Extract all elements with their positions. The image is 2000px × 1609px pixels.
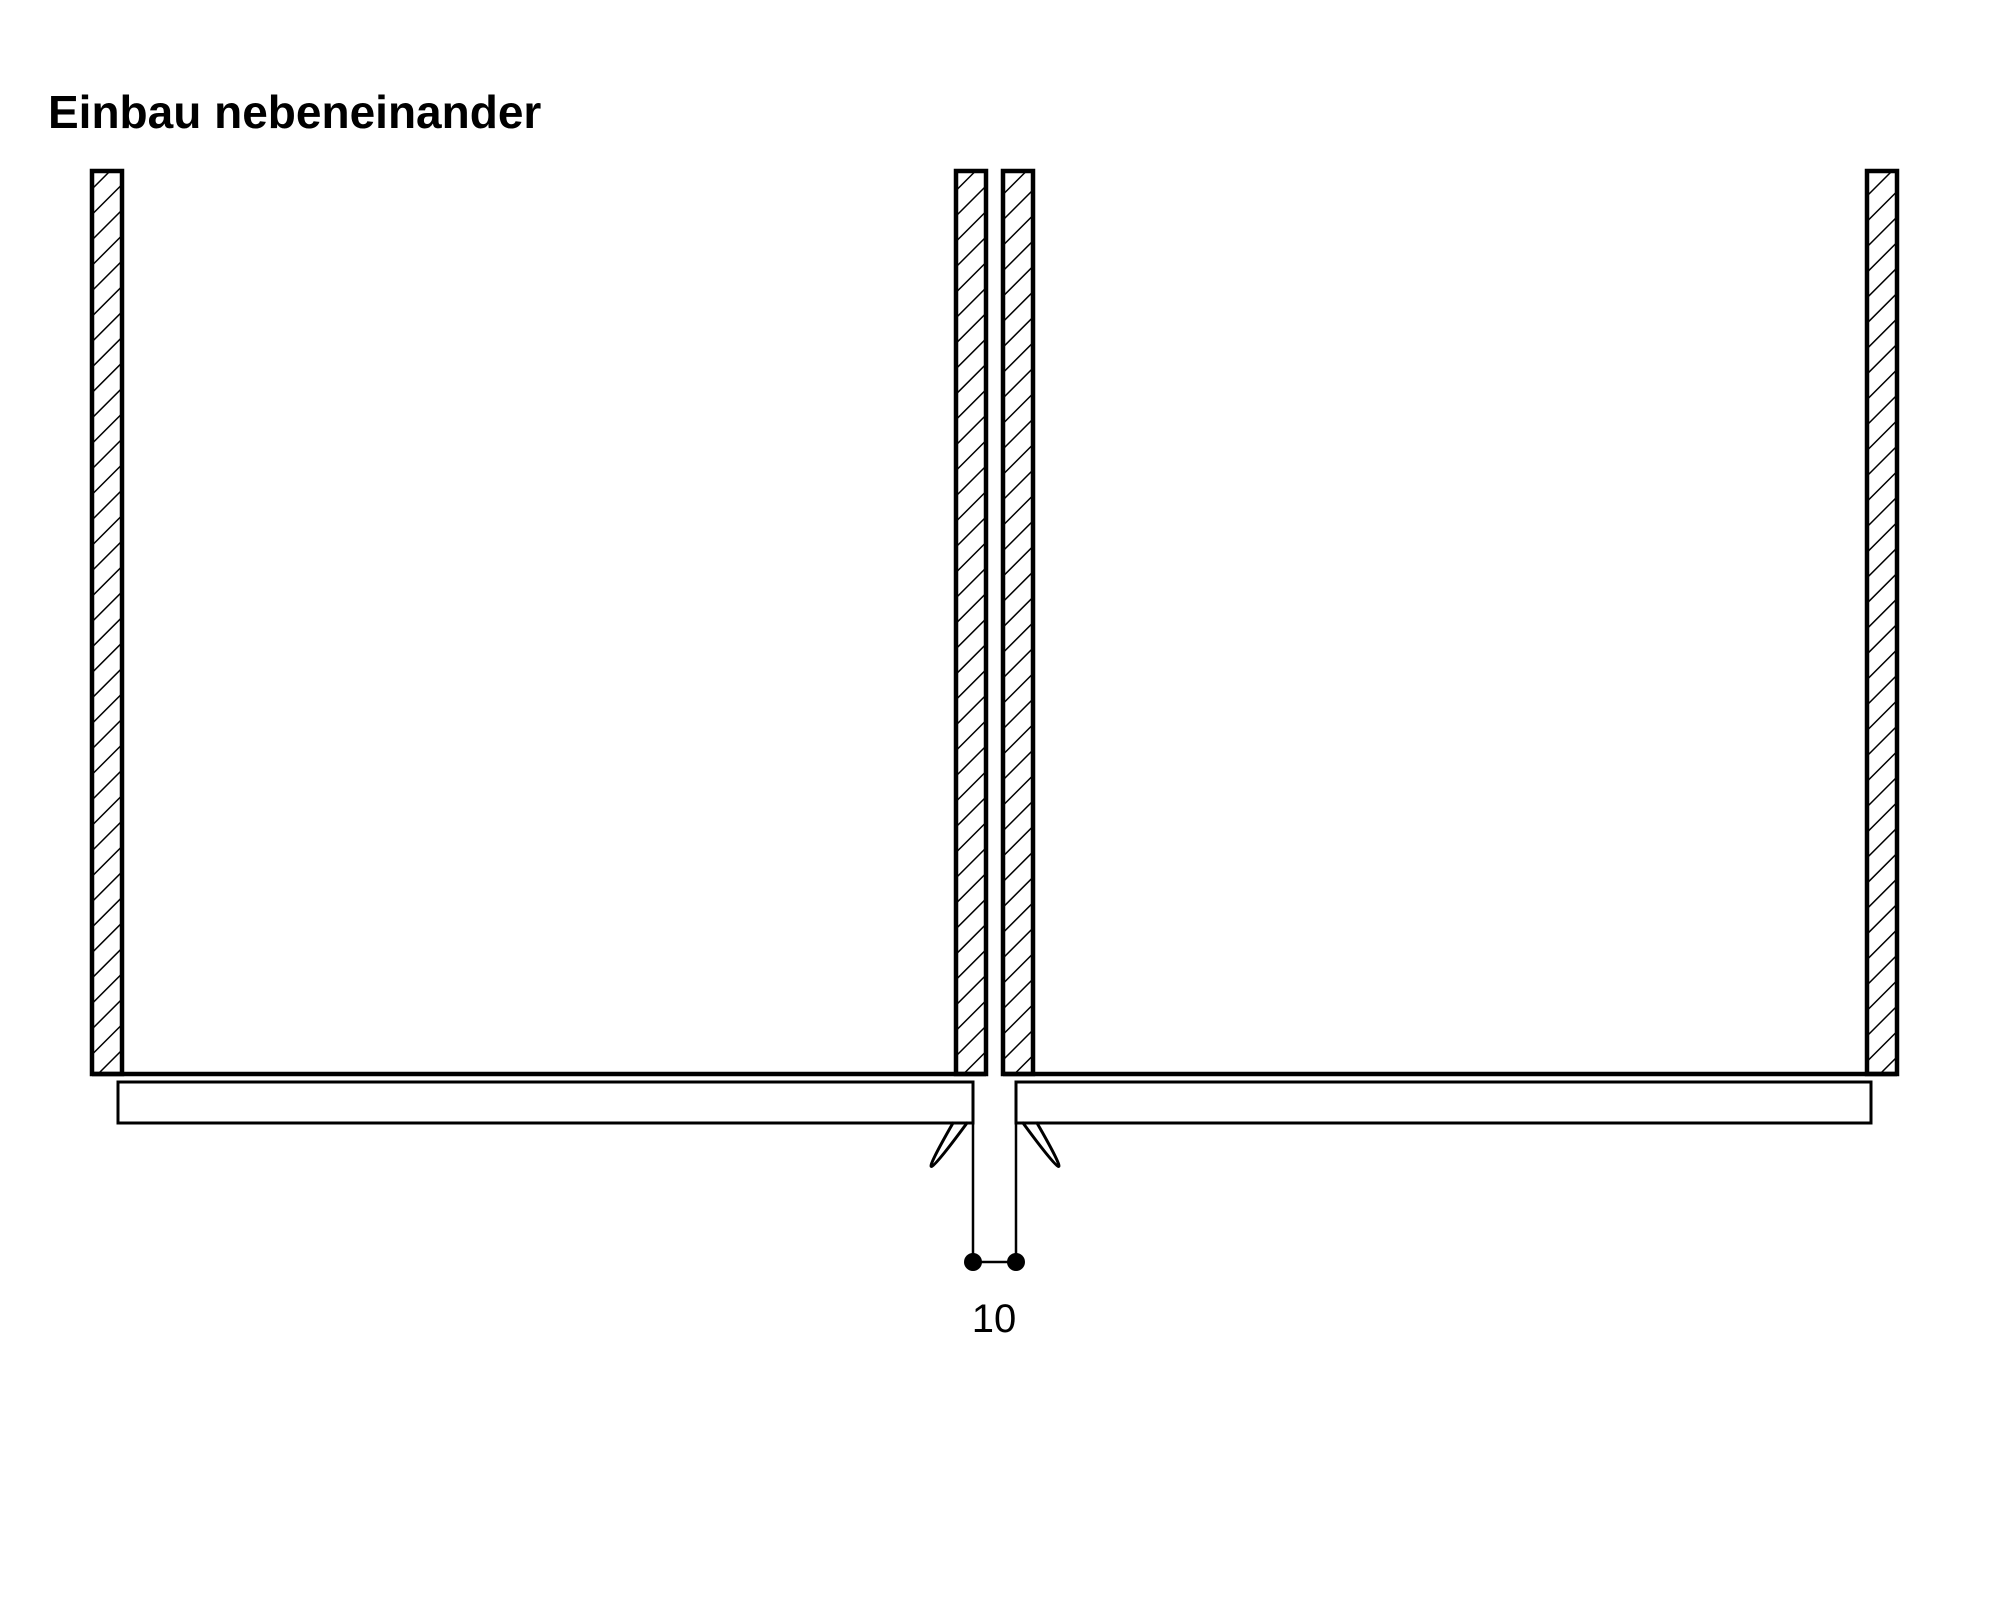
door-slab-right [1016, 1082, 1871, 1123]
wall-right-left [956, 171, 986, 1074]
wall-left-right [1003, 171, 1033, 1074]
door-slab-left [118, 1082, 973, 1123]
diagram-title: Einbau nebeneinander [48, 86, 541, 138]
wall-right-right [1867, 171, 1897, 1074]
installation-diagram: Einbau nebeneinander 10 [0, 0, 2000, 1609]
dimension-label: 10 [972, 1297, 1017, 1341]
wall-left-left [92, 171, 122, 1074]
